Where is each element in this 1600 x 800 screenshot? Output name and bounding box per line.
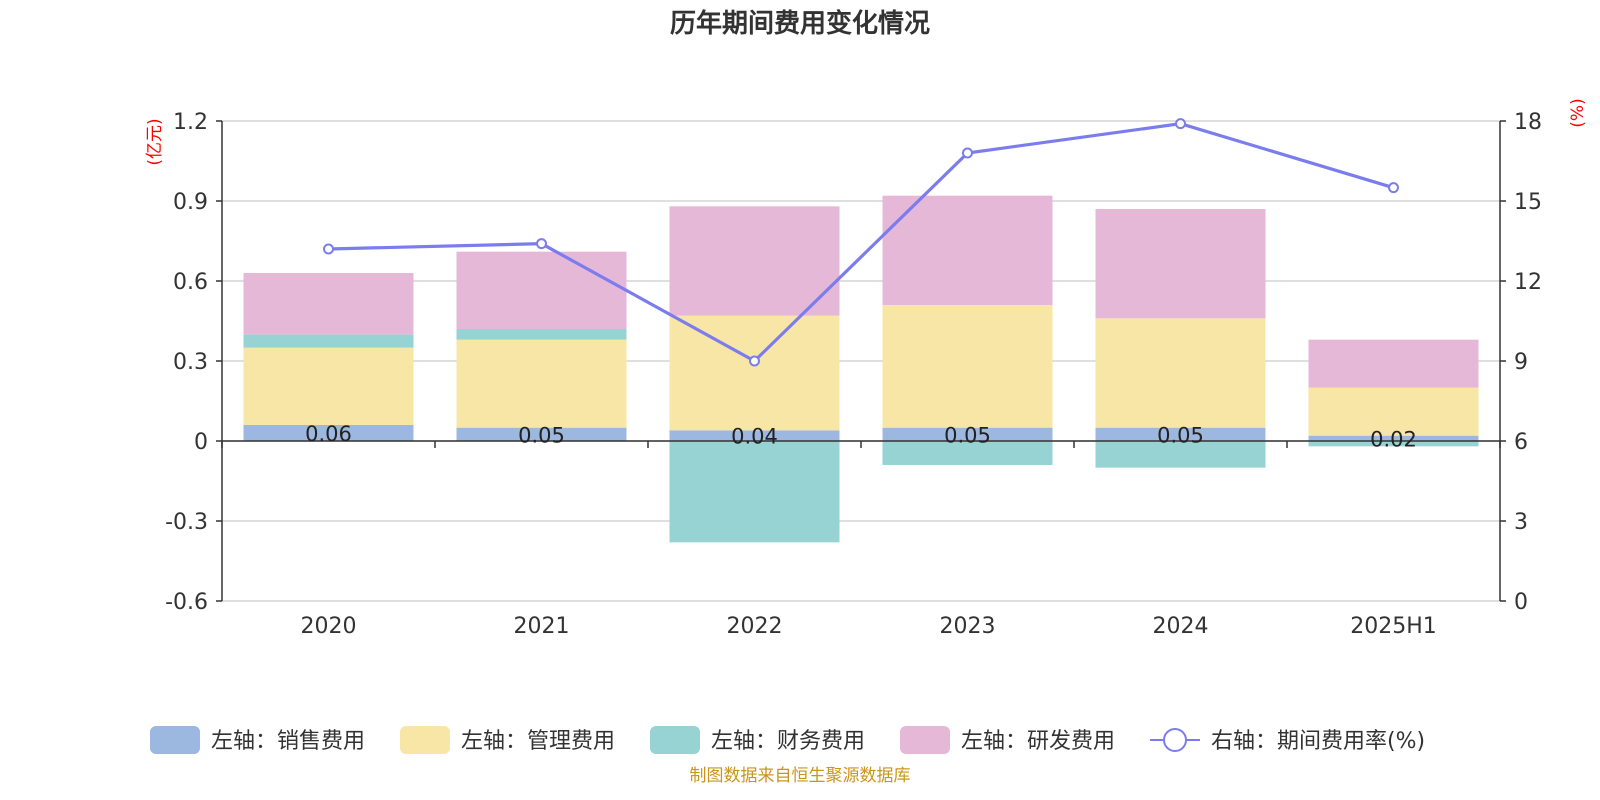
legend-swatch <box>400 726 450 754</box>
rate-series-line <box>328 122 1394 363</box>
bar-segment <box>1095 427 1266 441</box>
category-label: 2021 <box>514 614 570 639</box>
rate-point <box>1175 118 1186 130</box>
right-tick-label: 12 <box>1514 270 1542 295</box>
right-axis-unit: (%) <box>1568 98 1588 127</box>
data-label: 0.05 <box>518 423 565 447</box>
left-tick-label: 1.2 <box>173 110 208 135</box>
source-note: 制图数据来自恒生聚源数据库 <box>690 766 911 786</box>
bar-segment <box>456 427 627 441</box>
rate-point <box>962 147 973 159</box>
bar-segment <box>456 339 627 428</box>
category-label: 2020 <box>301 614 357 639</box>
category-label: 2023 <box>940 614 996 639</box>
bar-segment <box>243 425 414 441</box>
right-tick-label: 15 <box>1514 190 1542 215</box>
bar-segment <box>1308 387 1479 436</box>
bar-segment <box>1308 435 1479 441</box>
bar-segment <box>1308 441 1479 447</box>
bar-segment <box>1095 209 1266 319</box>
left-tick-label: 0.9 <box>173 190 208 215</box>
legend: 左轴：销售费用 左轴：管理费用 左轴：财务费用 左轴：研发费用 右轴：期间费用率(%) <box>150 726 1425 754</box>
right-tick-label: 0 <box>1514 590 1528 615</box>
bar-segment <box>669 430 840 441</box>
legend-swatch <box>900 726 950 754</box>
axes: -0.6 -0.3 0 0.3 0.6 0.9 1.2 0 3 6 9 12 15 18 2020 2021 2… <box>165 110 1542 639</box>
bar-segment <box>243 347 414 425</box>
bar-segment <box>882 195 1053 305</box>
rate-line <box>323 118 1399 367</box>
rate-point <box>749 355 760 367</box>
legend-label: 左轴：管理费用 <box>461 729 615 754</box>
data-label: 0.06 <box>305 422 352 446</box>
bar-segment <box>243 334 414 348</box>
legend-swatch <box>650 726 700 754</box>
bar-segment <box>456 329 627 340</box>
bar-segment <box>882 441 1053 465</box>
legend-item[interactable]: 左轴：销售费用 <box>150 726 365 754</box>
legend-item[interactable]: 左轴：财务费用 <box>650 726 865 754</box>
bar-segment <box>243 273 414 335</box>
legend-label: 左轴：财务费用 <box>711 729 865 754</box>
legend-label: 左轴：研发费用 <box>961 729 1115 754</box>
right-tick-label: 6 <box>1514 430 1528 455</box>
right-tick-label: 3 <box>1514 510 1528 535</box>
bars <box>243 195 1479 543</box>
legend-label: 左轴：销售费用 <box>211 729 365 754</box>
data-label: 0.05 <box>944 423 991 447</box>
bar-segment <box>1095 318 1266 428</box>
data-label: 0.04 <box>731 425 778 449</box>
category-label: 2025H1 <box>1350 614 1437 639</box>
left-axis-unit: (亿元) <box>145 118 165 165</box>
grid-lines <box>222 120 1500 602</box>
legend-label: 右轴：期间费用率(%) <box>1211 729 1425 754</box>
bar-segment <box>1308 339 1479 388</box>
data-label: 0.05 <box>1157 423 1204 447</box>
left-tick-label: -0.6 <box>165 590 208 615</box>
bar-segment <box>456 251 627 329</box>
left-tick-label: 0.6 <box>173 270 208 295</box>
bar-segment <box>669 441 840 543</box>
bar-segment <box>669 206 840 316</box>
left-tick-label: 0 <box>194 430 208 455</box>
legend-item[interactable]: 右轴：期间费用率(%) <box>1150 728 1425 754</box>
category-label: 2024 <box>1153 614 1209 639</box>
left-tick-label: -0.3 <box>165 510 208 535</box>
bar-segment <box>882 427 1053 441</box>
legend-swatch <box>150 726 200 754</box>
right-tick-label: 9 <box>1514 350 1528 375</box>
left-tick-label: 0.3 <box>173 350 208 375</box>
category-label: 2022 <box>727 614 783 639</box>
rate-point <box>1388 182 1399 194</box>
rate-point <box>323 243 334 255</box>
data-label: 0.02 <box>1370 427 1417 451</box>
bar-segment <box>669 315 840 431</box>
chart-title: 历年期间费用变化情况 <box>670 8 930 39</box>
right-tick-label: 18 <box>1514 110 1542 135</box>
rate-point <box>536 238 547 250</box>
bar-segment <box>1095 441 1266 468</box>
bar-segment <box>882 305 1053 428</box>
legend-marker <box>1163 728 1187 752</box>
data-labels: 0.06 0.05 0.04 0.05 0.05 0.02 <box>305 422 1417 451</box>
legend-item[interactable]: 左轴：管理费用 <box>400 726 615 754</box>
legend-item[interactable]: 左轴：研发费用 <box>900 726 1115 754</box>
